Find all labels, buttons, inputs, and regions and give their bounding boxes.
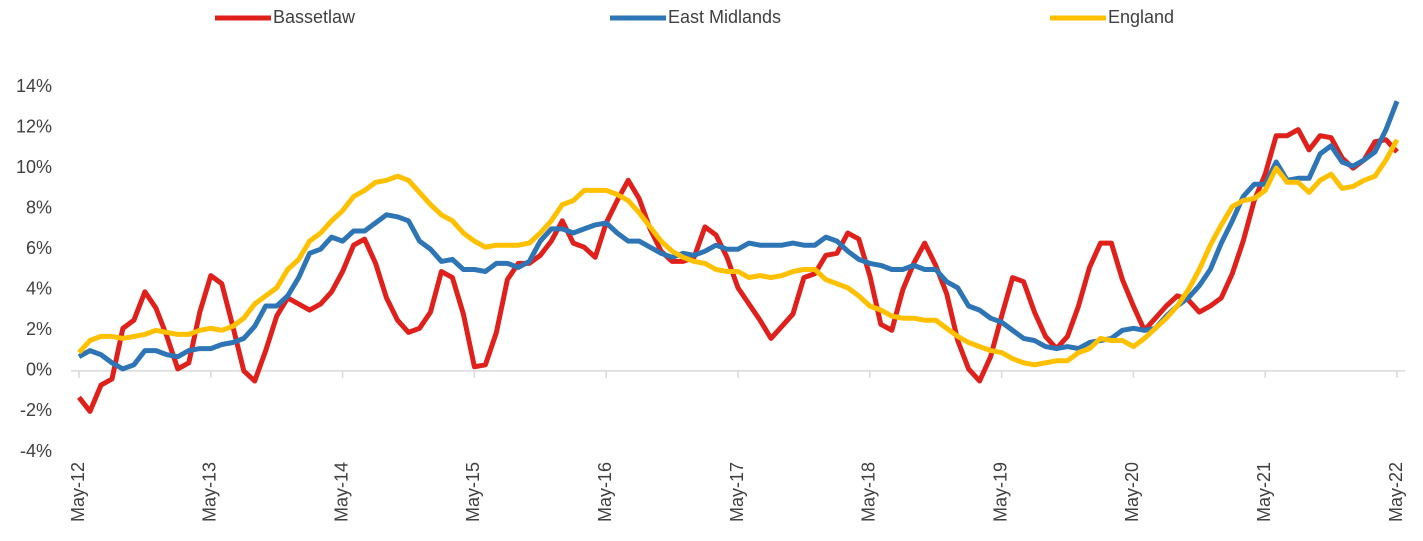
x-tick-label: May-17	[727, 462, 747, 522]
y-tick-label: -2%	[20, 400, 52, 420]
legend-label: Bassetlaw	[273, 7, 356, 27]
x-tick-label: May-15	[463, 462, 483, 522]
y-tick-label: 14%	[16, 76, 52, 96]
legend-label: England	[1108, 7, 1174, 27]
x-tick-label: May-20	[1122, 462, 1142, 522]
x-tick-label: May-16	[595, 462, 615, 522]
x-tick-label: May-22	[1386, 462, 1406, 522]
x-tick-label: May-19	[990, 462, 1010, 522]
series-line	[77, 127, 1399, 414]
x-tick-label: May-21	[1254, 462, 1274, 522]
y-tick-label: 8%	[26, 197, 52, 217]
y-tick-label: 0%	[26, 360, 52, 380]
x-tick-label: May-18	[859, 462, 879, 522]
y-tick-label: 2%	[26, 319, 52, 339]
y-tick-label: 10%	[16, 157, 52, 177]
y-tick-label: 6%	[26, 238, 52, 258]
series-line	[77, 100, 1400, 372]
y-tick-label: 4%	[26, 279, 52, 299]
series-line	[77, 138, 1400, 368]
x-tick-label: May-12	[68, 462, 88, 522]
x-tick-label: May-13	[200, 462, 220, 522]
legend-label: East Midlands	[668, 7, 781, 27]
y-tick-label: -4%	[20, 441, 52, 461]
x-tick-label: May-14	[331, 462, 351, 522]
y-tick-label: 12%	[16, 116, 52, 136]
